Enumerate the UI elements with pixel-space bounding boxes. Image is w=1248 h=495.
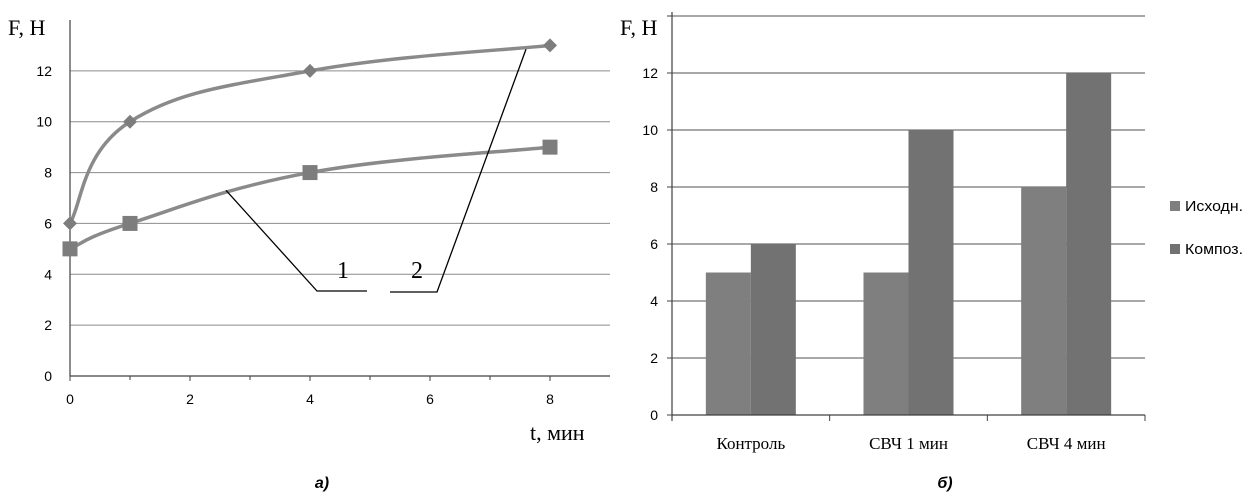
curve-label-2: 2 xyxy=(411,258,423,284)
line-chart-axes xyxy=(69,20,610,381)
bar-chart-legend: Исходн. Композ. xyxy=(1170,198,1243,258)
x-tick-label: 8 xyxy=(546,391,554,407)
curve-label-1: 1 xyxy=(337,258,349,284)
line-chart-series xyxy=(62,38,558,257)
y-tick-label: 6 xyxy=(44,215,52,231)
category-label: Контроль xyxy=(716,434,785,453)
y-tick-label: 6 xyxy=(650,236,658,252)
y-tick-label: 0 xyxy=(44,368,52,384)
diamond-marker xyxy=(303,63,317,78)
bar-chart-y-axis-label: F, Н xyxy=(620,15,657,40)
legend-swatch xyxy=(1170,244,1180,254)
bar xyxy=(1021,187,1067,415)
y-tick-label: 12 xyxy=(642,65,658,81)
legend-label: Исходн. xyxy=(1185,198,1243,215)
y-tick-label: 2 xyxy=(44,317,52,333)
line-chart-a: 0 2 4 6 8 10 12 0 2 4 6 8 F, Н t, мин 1 2 а) xyxy=(8,15,610,492)
line-chart-x-axis-label: t, мин xyxy=(530,420,585,445)
line-chart-grid xyxy=(70,70,610,326)
diamond-marker xyxy=(63,216,77,231)
square-marker xyxy=(302,165,318,181)
bar xyxy=(908,130,954,415)
bar-chart-tick-labels: 0 2 4 6 8 10 12 xyxy=(642,65,658,423)
diamond-marker xyxy=(543,38,557,53)
bar xyxy=(705,272,751,415)
leader-line-1 xyxy=(225,189,367,292)
y-tick-label: 12 xyxy=(36,63,52,79)
legend-label: Композ. xyxy=(1185,241,1243,258)
series-line xyxy=(68,43,551,225)
bar-chart-bars xyxy=(705,73,1112,415)
square-marker xyxy=(62,241,78,257)
line-chart-y-axis-label: F, Н xyxy=(8,15,45,40)
bar xyxy=(750,244,796,415)
x-tick-label: 0 xyxy=(66,391,74,407)
category-label: СВЧ 4 мин xyxy=(1027,434,1106,453)
legend-swatch xyxy=(1170,201,1180,211)
square-marker xyxy=(542,139,558,155)
bar xyxy=(1066,73,1112,415)
x-tick-label: 2 xyxy=(186,391,194,407)
y-tick-label: 10 xyxy=(642,122,658,138)
x-tick-label: 4 xyxy=(306,391,314,407)
y-tick-label: 0 xyxy=(650,407,658,423)
square-marker xyxy=(122,215,138,231)
y-tick-label: 2 xyxy=(650,350,658,366)
x-tick-label: 6 xyxy=(426,391,434,407)
series-line xyxy=(69,145,551,251)
category-label: СВЧ 1 мин xyxy=(869,434,948,453)
bar-chart-axes xyxy=(667,12,1146,421)
y-tick-label: 8 xyxy=(44,165,52,181)
curve-label-leaders xyxy=(225,49,527,293)
diamond-marker xyxy=(123,114,137,129)
leader-line-2 xyxy=(390,49,527,293)
bar xyxy=(863,272,909,415)
y-tick-label: 8 xyxy=(650,179,658,195)
y-tick-label: 4 xyxy=(650,293,658,309)
bar-chart-category-labels: Контроль СВЧ 1 мин СВЧ 4 мин xyxy=(716,434,1105,453)
y-tick-label: 4 xyxy=(44,266,52,282)
bar-chart-caption: б) xyxy=(937,475,952,492)
y-tick-label: 10 xyxy=(36,114,52,130)
bar-chart-b: 0 2 4 6 8 10 12 Контроль СВЧ 1 мин СВЧ 4 мин Исх… xyxy=(620,12,1243,492)
line-chart-caption: а) xyxy=(315,475,329,492)
